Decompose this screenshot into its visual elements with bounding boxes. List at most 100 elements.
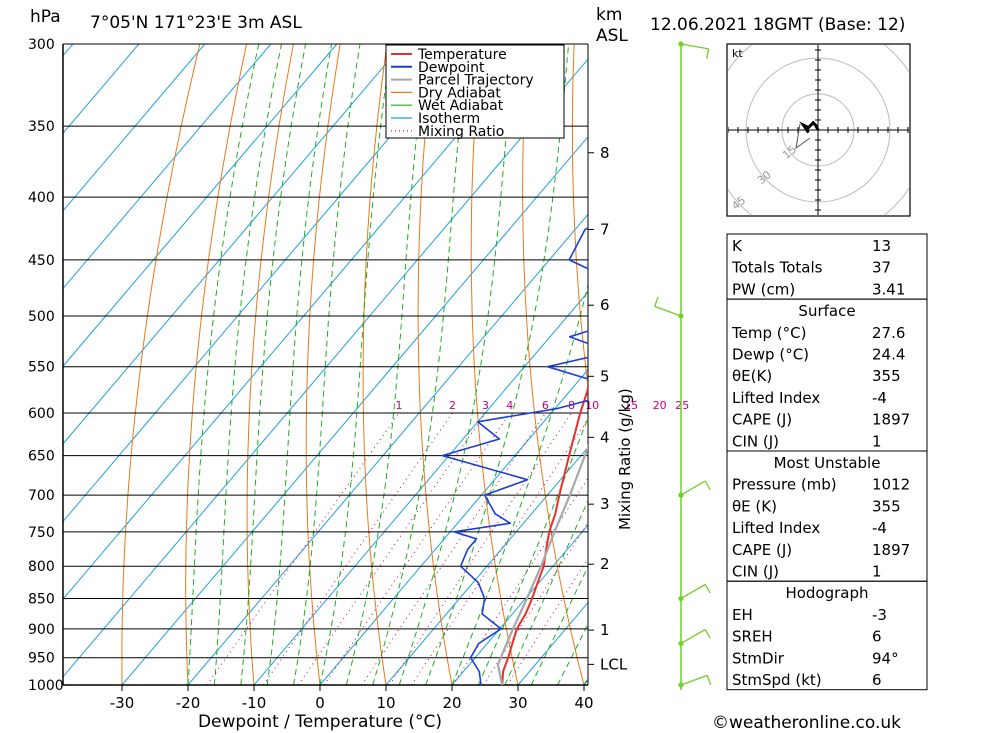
pressure-label: 500 <box>28 309 55 325</box>
isotherm-line <box>63 44 338 367</box>
index-value: 355 <box>872 497 901 515</box>
wet-adiabat-line <box>530 565 588 685</box>
index-label: StmDir <box>732 649 785 667</box>
legend-entry: Mixing Ratio <box>418 124 504 140</box>
x-tick-label: -30 <box>110 694 135 712</box>
x-tick-label: 30 <box>508 694 527 712</box>
km-tick-label: 6 <box>600 296 610 314</box>
index-value: 1 <box>872 432 882 450</box>
x-tick-label: -10 <box>242 694 267 712</box>
pressure-label: 600 <box>28 406 55 422</box>
index-label: K <box>732 237 743 255</box>
index-section-box <box>726 580 928 691</box>
indices-table: K 13 Totals Totals 37 PW (cm) 3.41 Surface Temp… <box>726 233 928 691</box>
wind-barb-staff <box>680 628 706 645</box>
mixing-ratio-label: 20 <box>653 399 667 412</box>
index-section-title: Most Unstable <box>774 454 881 472</box>
wind-barb-dot <box>678 492 684 498</box>
index-value: 13 <box>872 237 891 255</box>
isotherm-line <box>0 44 7 685</box>
x-tick-label: 20 <box>442 694 461 712</box>
parcel-trajectory-line <box>496 444 588 685</box>
index-label: CIN (J) <box>732 563 779 581</box>
dry-adiabat-line <box>571 44 588 391</box>
wind-barb-staff <box>680 480 706 496</box>
isotherm-line <box>319 368 588 685</box>
pressure-label: 700 <box>28 488 55 504</box>
index-label: Dewp (°C) <box>732 346 809 364</box>
legend-entry: Dewpoint <box>418 60 485 76</box>
pressure-label: 450 <box>28 253 55 269</box>
isotherm-line <box>385 446 588 685</box>
index-value: -3 <box>872 606 887 624</box>
km-tick-label: 5 <box>600 367 610 385</box>
isotherm-line <box>63 44 404 445</box>
index-section-title: Hodograph <box>785 584 868 602</box>
wet-adiabat-line <box>504 499 588 685</box>
index-label: Lifted Index <box>732 519 820 537</box>
x-tick-label: 0 <box>315 694 325 712</box>
x-tick-label: 40 <box>574 694 593 712</box>
mixing-ratio-label: 10 <box>585 399 599 412</box>
pressure-label: 750 <box>28 525 55 541</box>
wind-barb-staff <box>680 674 708 686</box>
wet-adiabat-line <box>477 416 588 685</box>
wind-barb-staff <box>680 583 706 600</box>
dry-adiabat-line <box>902 44 1000 685</box>
index-label: EH <box>732 606 753 624</box>
index-value: 1897 <box>872 541 910 559</box>
mixing-ratio-label: 4 <box>506 399 513 412</box>
dry-adiabat-line <box>121 44 201 685</box>
mixing-ratio-line <box>506 557 588 685</box>
pressure-label: 300 <box>28 37 55 53</box>
dry-adiabat-line <box>305 44 341 685</box>
pressure-labels: 300 350 400 450 500 550 600 650 700 750 800 850 900 9… <box>28 37 64 694</box>
mixing-ratio-line <box>452 477 588 685</box>
hodograph-storm-motion <box>795 123 811 150</box>
index-label: Temp (°C) <box>731 324 806 342</box>
km-tick-label: 3 <box>600 495 610 513</box>
legend-entry: Temperature <box>417 47 507 63</box>
dry-adiabat-line <box>185 44 248 685</box>
index-label: CIN (J) <box>732 432 779 450</box>
isotherm-line <box>63 44 140 135</box>
index-value: 94° <box>872 649 899 667</box>
index-label: CAPE (J) <box>732 541 792 559</box>
km-tick-label: LCL <box>600 655 628 673</box>
wind-barb-staff <box>654 305 682 317</box>
wind-barb-dot <box>678 682 684 688</box>
pressure-label: 650 <box>28 449 55 465</box>
pressure-label: 950 <box>28 651 55 667</box>
x-tick-label: -20 <box>176 694 201 712</box>
wet-adiabat-line <box>451 283 588 685</box>
index-label: Totals Totals <box>731 259 823 277</box>
index-value: 1 <box>872 563 882 581</box>
km-ticks: 8 7 6 5 4 3 2 1 LCL <box>588 144 628 673</box>
isotherm-line <box>253 291 588 685</box>
km-tick-label: 4 <box>600 428 610 446</box>
mixing-ratio-label: 25 <box>675 399 689 412</box>
wet-adiabat-line <box>293 44 361 685</box>
index-label: PW (cm) <box>732 280 795 298</box>
legend-entry: Isotherm <box>418 111 480 127</box>
km-tick-label: 1 <box>600 621 610 639</box>
index-label: CAPE (J) <box>732 411 792 429</box>
index-value: -4 <box>872 389 887 407</box>
wind-barb-flag <box>706 48 710 59</box>
mixing-ratio-label: 2 <box>449 399 456 412</box>
index-value: 37 <box>872 259 891 277</box>
index-label: SREH <box>732 628 773 646</box>
x-axis-label: Dewpoint / Temperature (°C) <box>198 712 442 732</box>
wet-adiabat-line <box>240 44 307 685</box>
km-tick-label: 2 <box>600 555 610 573</box>
index-label: StmSpd (kt) <box>732 671 822 689</box>
isotherm-line <box>63 44 536 600</box>
unit-hpa-label: hPa <box>30 7 61 27</box>
wind-barb-flag <box>704 629 711 639</box>
mixing-ratio-axis-label: Mixing Ratio (g/kg) <box>616 388 634 530</box>
x-tick-labels: -30 -20 -10 0 10 20 30 40 <box>110 685 594 712</box>
x-tick-label: 10 <box>376 694 395 712</box>
temperature-line <box>501 378 588 685</box>
wet-adiabat-line <box>319 44 392 685</box>
pressure-label: 550 <box>28 360 55 376</box>
